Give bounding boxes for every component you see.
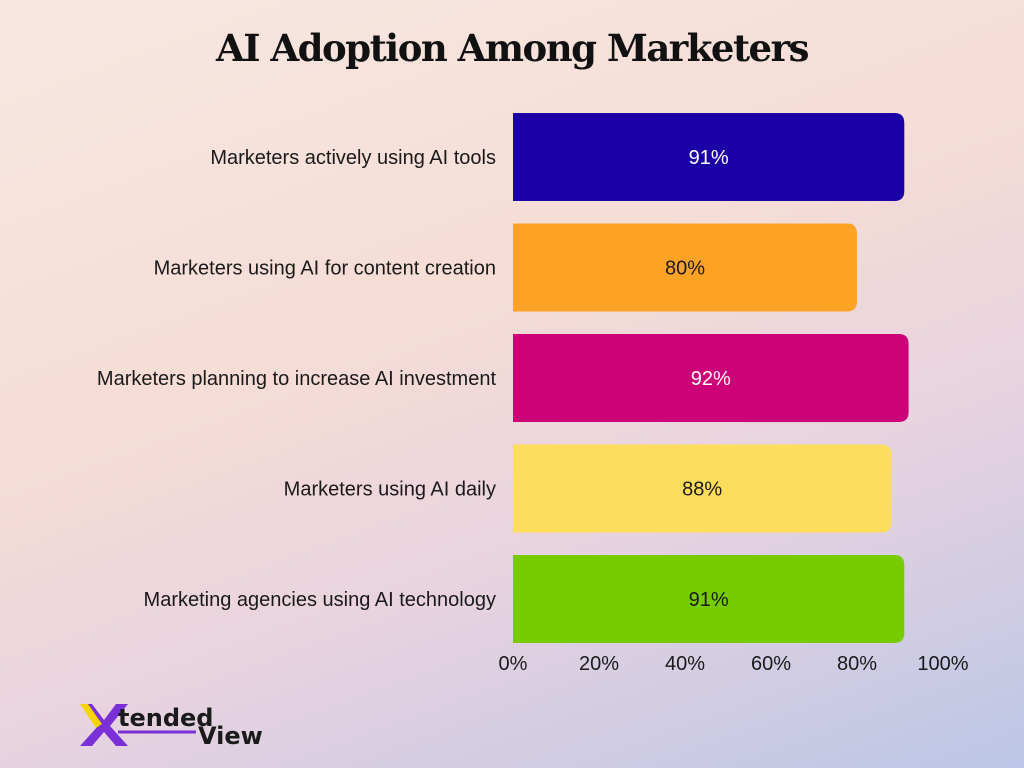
category-label: Marketers using AI for content creation — [154, 258, 496, 280]
bar — [513, 113, 905, 201]
logo-text-sub: View — [198, 722, 263, 748]
category-label: Marketers actively using AI tools — [210, 147, 496, 169]
data-label: 80% — [665, 258, 705, 280]
data-label: 91% — [689, 147, 729, 169]
logo-x-mark-icon — [80, 704, 128, 746]
bar — [513, 444, 892, 533]
bar — [513, 334, 909, 422]
category-label: Marketers using AI daily — [284, 479, 496, 501]
x-tick-label: 100% — [917, 653, 968, 675]
bar-chart: Marketers actively using AI tools 91% Mark… — [97, 113, 969, 675]
bar — [513, 555, 905, 643]
data-label: 91% — [689, 589, 729, 611]
xtendedview-logo: tended View — [80, 704, 263, 748]
x-tick-label: 0% — [499, 653, 528, 675]
x-tick-label: 60% — [751, 653, 791, 675]
bar — [513, 223, 857, 312]
x-tick-label: 40% — [665, 653, 705, 675]
data-label: 88% — [682, 479, 722, 501]
data-label: 92% — [691, 368, 731, 390]
logo-text-main: tended — [118, 704, 213, 732]
x-tick-label: 80% — [837, 653, 877, 675]
category-label: Marketing agencies using AI technology — [144, 589, 496, 611]
chart-title: AI Adoption Among Marketers — [216, 26, 809, 70]
category-label: Marketers planning to increase AI invest… — [97, 368, 497, 390]
x-tick-label: 20% — [579, 653, 619, 675]
